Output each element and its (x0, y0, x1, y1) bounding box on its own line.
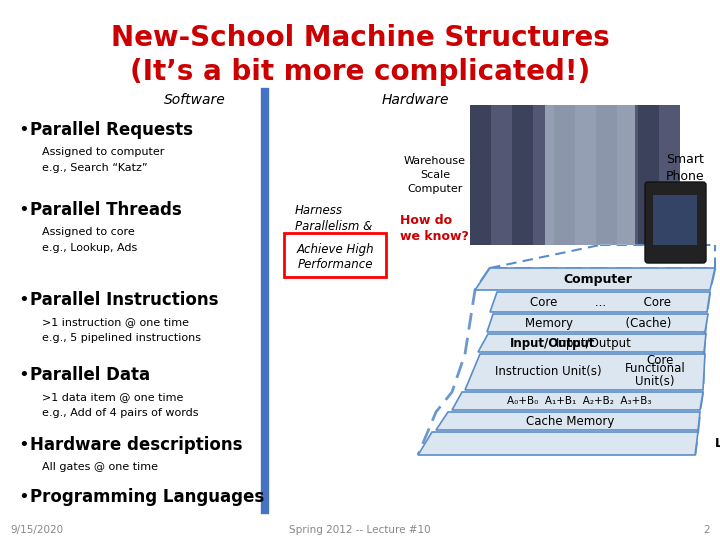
Text: Achieve High: Achieve High (296, 242, 374, 255)
FancyBboxPatch shape (284, 233, 386, 277)
Text: Smart
Phone: Smart Phone (666, 153, 704, 183)
Text: Logic Gates: Logic Gates (715, 436, 720, 449)
Text: (It’s a bit more complicated!): (It’s a bit more complicated!) (130, 58, 590, 86)
Text: Warehouse
Scale
Computer: Warehouse Scale Computer (404, 156, 466, 194)
Text: we know?: we know? (400, 230, 469, 242)
Text: Parallel Instructions: Parallel Instructions (30, 291, 218, 309)
Text: •: • (18, 366, 29, 384)
Text: How do: How do (400, 213, 452, 226)
FancyBboxPatch shape (596, 105, 617, 245)
Text: Performance: Performance (297, 259, 373, 272)
Text: Functional: Functional (625, 361, 685, 375)
Text: Computer: Computer (563, 273, 632, 286)
Text: Hardware: Hardware (382, 93, 449, 107)
Text: Core          ...          Core: Core ... Core (531, 295, 672, 308)
Text: >1 instruction @ one time: >1 instruction @ one time (42, 317, 189, 327)
Text: All gates @ one time: All gates @ one time (42, 462, 158, 472)
Text: Input/Output: Input/Output (510, 336, 595, 349)
FancyBboxPatch shape (470, 105, 680, 245)
Text: Unit(s): Unit(s) (635, 375, 675, 388)
Text: Parallel Threads: Parallel Threads (30, 201, 181, 219)
Text: Input/Output: Input/Output (556, 336, 632, 349)
Polygon shape (465, 354, 705, 390)
Text: Parallel Requests: Parallel Requests (30, 121, 193, 139)
FancyBboxPatch shape (659, 105, 680, 245)
Text: 2: 2 (703, 525, 710, 535)
Text: Parallel Data: Parallel Data (30, 366, 150, 384)
FancyBboxPatch shape (533, 105, 554, 245)
Polygon shape (490, 292, 710, 312)
FancyBboxPatch shape (645, 182, 706, 263)
FancyBboxPatch shape (491, 105, 512, 245)
Text: 9/15/2020: 9/15/2020 (10, 525, 63, 535)
FancyBboxPatch shape (638, 105, 659, 245)
Text: Parallelism &: Parallelism & (295, 219, 372, 233)
Polygon shape (478, 334, 706, 352)
Text: Cache Memory: Cache Memory (526, 415, 615, 428)
Text: Spring 2012 -- Lecture #10: Spring 2012 -- Lecture #10 (289, 525, 431, 535)
Text: A₀+B₀  A₁+B₁  A₂+B₂  A₃+B₃: A₀+B₀ A₁+B₁ A₂+B₂ A₃+B₃ (507, 396, 652, 406)
Text: e.g., Add of 4 pairs of words: e.g., Add of 4 pairs of words (42, 408, 199, 418)
Text: •: • (18, 121, 29, 139)
Polygon shape (418, 432, 698, 455)
Text: e.g., Lookup, Ads: e.g., Lookup, Ads (42, 243, 138, 253)
FancyBboxPatch shape (470, 105, 491, 245)
FancyBboxPatch shape (545, 105, 635, 245)
Text: Assigned to computer: Assigned to computer (42, 147, 164, 157)
Text: Memory              (Cache): Memory (Cache) (525, 316, 672, 329)
Text: Programming Languages: Programming Languages (30, 488, 264, 506)
Text: Hardware descriptions: Hardware descriptions (30, 436, 243, 454)
Text: Instruction Unit(s): Instruction Unit(s) (495, 366, 601, 379)
Text: e.g., 5 pipelined instructions: e.g., 5 pipelined instructions (42, 333, 201, 343)
Text: •: • (18, 291, 29, 309)
FancyBboxPatch shape (554, 105, 575, 245)
Polygon shape (475, 268, 715, 290)
Text: >1 data item @ one time: >1 data item @ one time (42, 392, 184, 402)
FancyBboxPatch shape (653, 195, 697, 245)
Text: •: • (18, 488, 29, 506)
Text: Core: Core (647, 354, 674, 368)
Polygon shape (452, 392, 703, 410)
FancyBboxPatch shape (617, 105, 638, 245)
Text: •: • (18, 201, 29, 219)
Text: Assigned to core: Assigned to core (42, 227, 135, 237)
Text: e.g., Search “Katz”: e.g., Search “Katz” (42, 163, 148, 173)
Text: Software: Software (164, 93, 226, 107)
Polygon shape (436, 412, 700, 430)
Text: New-School Machine Structures: New-School Machine Structures (111, 24, 609, 52)
FancyBboxPatch shape (512, 105, 533, 245)
FancyBboxPatch shape (575, 105, 596, 245)
Text: •: • (18, 436, 29, 454)
Polygon shape (487, 314, 708, 332)
Text: Harness: Harness (295, 204, 343, 217)
